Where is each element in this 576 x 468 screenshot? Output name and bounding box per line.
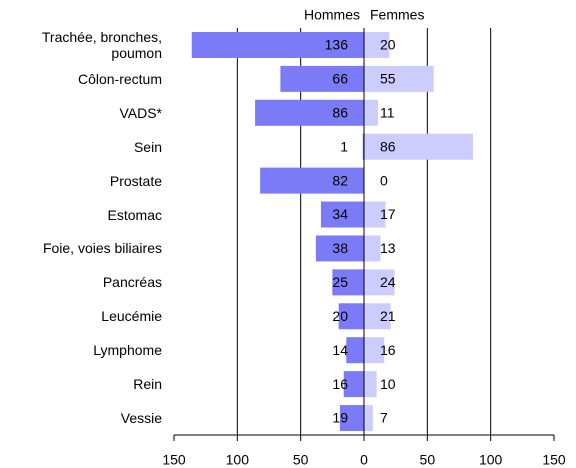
category-label: Trachée, bronches, poumon <box>41 28 162 61</box>
series-header: Hommes <box>304 7 360 23</box>
value-label: 55 <box>380 71 396 87</box>
category-label: Sein <box>133 138 162 155</box>
category-label: VADS* <box>119 104 162 121</box>
category-label: Leucémie <box>101 308 162 325</box>
value-label: 16 <box>332 376 348 392</box>
bar <box>343 371 364 398</box>
value-label: 136 <box>325 37 349 53</box>
bar <box>364 405 373 432</box>
category-label: Côlon-rectum <box>77 70 162 87</box>
bar <box>191 31 364 58</box>
bar <box>315 235 364 262</box>
x-tick-label: 0 <box>360 452 368 468</box>
bar <box>364 303 391 330</box>
category-label: Vessie <box>120 410 162 427</box>
value-label: 86 <box>332 104 348 120</box>
bar <box>364 371 377 398</box>
bar <box>362 133 364 160</box>
value-label: 19 <box>332 410 348 426</box>
value-label: 1 <box>340 138 348 154</box>
x-tick-label: 100 <box>226 452 250 468</box>
bar <box>364 235 381 262</box>
bar <box>364 201 386 228</box>
value-label: 11 <box>380 104 395 120</box>
bar <box>332 269 364 296</box>
value-label: 16 <box>380 342 396 358</box>
value-label: 82 <box>332 172 348 188</box>
category-label: Foie, voies biliaires <box>42 240 162 257</box>
bar <box>364 337 385 364</box>
value-label: 7 <box>380 410 388 426</box>
bar <box>320 201 364 228</box>
x-tick-label: 150 <box>542 452 566 468</box>
value-label: 20 <box>380 37 396 53</box>
x-tick-label: 50 <box>420 452 436 468</box>
value-label: 10 <box>380 376 396 392</box>
value-label: 13 <box>380 240 396 256</box>
value-label: 34 <box>332 206 348 222</box>
value-label: 14 <box>332 342 348 358</box>
x-tick-label: 150 <box>162 452 186 468</box>
bar <box>255 99 364 126</box>
bar <box>260 167 364 194</box>
bar <box>364 65 434 92</box>
series-header: Femmes <box>370 7 424 23</box>
bar <box>338 303 364 330</box>
bar <box>364 133 473 160</box>
bar <box>364 269 395 296</box>
value-label: 20 <box>332 308 348 324</box>
bar <box>280 65 364 92</box>
value-label: 86 <box>380 138 396 154</box>
category-label: Estomac <box>107 206 162 223</box>
bar <box>364 99 378 126</box>
bar <box>346 337 364 364</box>
value-label: 38 <box>332 240 348 256</box>
value-label: 66 <box>332 71 348 87</box>
category-label: Prostate <box>109 172 162 189</box>
bar <box>364 31 390 58</box>
value-label: 0 <box>380 172 388 188</box>
value-label: 25 <box>332 274 348 290</box>
value-label: 21 <box>380 308 396 324</box>
category-label: Rein <box>133 376 162 393</box>
value-label: 24 <box>380 274 396 290</box>
x-tick-label: 100 <box>479 452 503 468</box>
x-tick-label: 50 <box>293 452 309 468</box>
value-label: 17 <box>380 206 396 222</box>
bar <box>339 405 364 432</box>
category-label: Lymphome <box>93 342 162 359</box>
category-label: Pancréas <box>102 274 162 291</box>
